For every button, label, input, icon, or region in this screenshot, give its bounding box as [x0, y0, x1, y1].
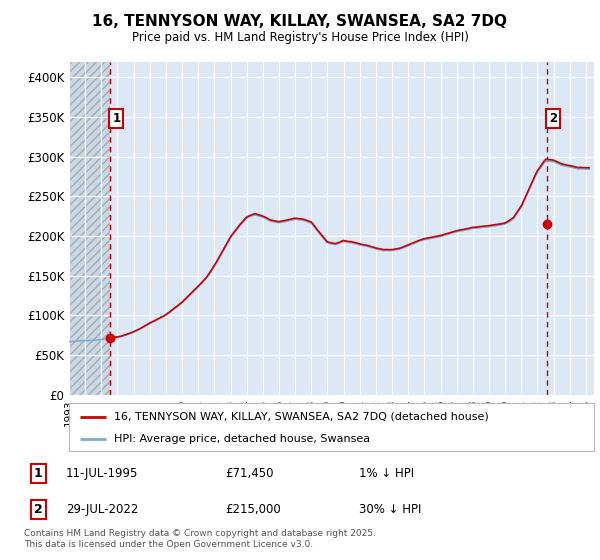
- Text: £215,000: £215,000: [225, 503, 281, 516]
- Text: 1: 1: [34, 467, 43, 480]
- Text: HPI: Average price, detached house, Swansea: HPI: Average price, detached house, Swan…: [113, 434, 370, 444]
- Text: 1: 1: [112, 112, 121, 125]
- Text: 16, TENNYSON WAY, KILLAY, SWANSEA, SA2 7DQ: 16, TENNYSON WAY, KILLAY, SWANSEA, SA2 7…: [92, 14, 508, 29]
- Text: 2: 2: [34, 503, 43, 516]
- Text: 1% ↓ HPI: 1% ↓ HPI: [359, 467, 414, 480]
- Text: 16, TENNYSON WAY, KILLAY, SWANSEA, SA2 7DQ (detached house): 16, TENNYSON WAY, KILLAY, SWANSEA, SA2 7…: [113, 412, 488, 422]
- Text: Price paid vs. HM Land Registry's House Price Index (HPI): Price paid vs. HM Land Registry's House …: [131, 31, 469, 44]
- Text: £71,450: £71,450: [225, 467, 274, 480]
- Text: Contains HM Land Registry data © Crown copyright and database right 2025.
This d: Contains HM Land Registry data © Crown c…: [24, 529, 376, 549]
- Bar: [69, 62, 110, 395]
- Text: 29-JUL-2022: 29-JUL-2022: [66, 503, 138, 516]
- Text: 30% ↓ HPI: 30% ↓ HPI: [359, 503, 421, 516]
- Text: 11-JUL-1995: 11-JUL-1995: [66, 467, 138, 480]
- Text: 2: 2: [549, 112, 557, 125]
